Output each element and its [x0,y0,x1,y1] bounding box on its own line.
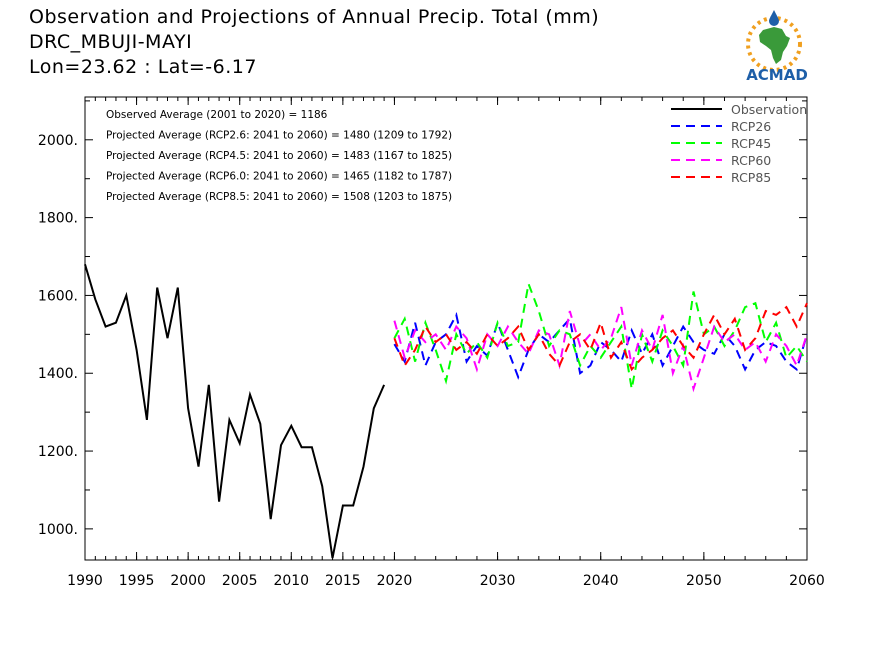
legend-label-rcp26: RCP26 [731,119,771,134]
annotation-text: Projected Average (RCP2.6: 2041 to 2060)… [106,130,452,142]
legend-label-observation: Observation [731,102,807,117]
chart-title: Observation and Projections of Annual Pr… [29,6,600,28]
y-tick-label: 1600. [38,288,78,304]
x-tick-label: 1995 [119,573,155,589]
logo-africa-shape [759,27,790,64]
logo-text: ACMAD [746,66,808,84]
series-line-observation [84,264,386,559]
x-tick-label: 2020 [377,573,413,589]
series-line-rcp26 [393,312,808,380]
legend-label-rcp60: RCP60 [731,153,771,168]
station-coordinates: Lon=23.62 : Lat=-6.17 [29,56,257,78]
station-name: DRC_MBUJI-MAYI [29,31,193,53]
annotation-text: Projected Average (RCP8.5: 2041 to 2060)… [106,191,452,203]
x-tick-label: 2060 [789,573,825,589]
x-tick-label: 2000 [170,573,206,589]
y-tick-label: 1400. [38,366,78,382]
y-tick-label: 1000. [38,522,78,538]
legend: Observation RCP26 RCP45 RCP60 RCP85 [671,102,807,185]
legend-label-rcp45: RCP45 [731,136,771,151]
y-tick-label: 1800. [38,211,78,227]
plot-frame [84,96,808,561]
x-tick-label: 1990 [67,573,103,589]
series-line-rcp45 [393,280,808,389]
x-tick-label: 2010 [273,573,309,589]
x-tick-label: 2050 [686,573,722,589]
x-axis: 1990 1995 2000 2005 2010 2015 2020 2030 2040 2050… [67,97,825,589]
annotations: Observed Average (2001 to 2020) = 1186 Pr… [106,109,452,203]
x-tick-label: 2005 [222,573,258,589]
y-tick-label: 2000. [38,133,78,149]
legend-label-rcp85: RCP85 [731,170,771,185]
x-tick-label: 2040 [583,573,619,589]
y-tick-label: 1200. [38,444,78,460]
x-tick-label: 2030 [480,573,516,589]
y-axis: 1000. 1200. 1400. 1600. 1800. 2000. [38,100,807,538]
acmad-logo: ACMAD [746,10,808,84]
annotation-text: Projected Average (RCP4.5: 2041 to 2060)… [106,150,452,162]
logo-raindrop-icon [769,10,779,26]
annotation-text: Projected Average (RCP6.0: 2041 to 2060)… [106,171,452,183]
series-line-rcp85 [393,302,808,372]
series-line-rcp60 [393,306,808,393]
annotation-text: Observed Average (2001 to 2020) = 1186 [106,109,328,121]
x-tick-label: 2015 [325,573,361,589]
series-lines [84,264,808,559]
